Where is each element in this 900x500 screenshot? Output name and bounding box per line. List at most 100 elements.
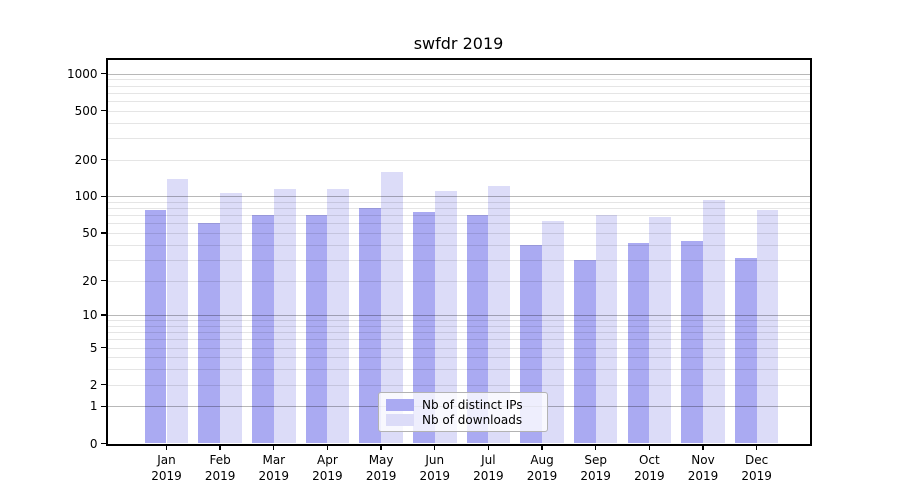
x-tick-label-may: May 2019	[365, 453, 397, 483]
x-tick-mark-oct	[648, 445, 651, 450]
y-tick-label-1: 1	[89, 399, 98, 414]
bar-distinct-ips-apr	[305, 214, 328, 444]
x-tick-label-sep: Sep 2019	[580, 453, 611, 483]
y-tick-label-10: 10	[82, 308, 98, 323]
gridline-200	[107, 159, 810, 161]
chart-title: swfdr 2019	[413, 34, 504, 53]
bar-distinct-ips-jan	[144, 209, 167, 444]
legend-swatch-distinct-ips	[386, 398, 414, 411]
x-tick-mark-mar	[273, 445, 275, 450]
gridline-2	[107, 384, 810, 386]
x-tick-label-apr: Apr 2019	[312, 453, 343, 483]
bar-distinct-ips-feb	[198, 222, 221, 444]
y-tick-mark-50	[100, 232, 106, 234]
chart-layers: 0 1 2 5 10 20 50 100 200 500 1000 Jan 2019 Feb 2019 Mar…	[67, 60, 810, 483]
gridline-90	[107, 201, 810, 203]
bar-downloads-jan	[166, 179, 189, 444]
bar-distinct-ips-oct	[627, 243, 650, 444]
y-tick-mark-2	[100, 383, 106, 386]
x-tick-mark-sep	[595, 445, 597, 450]
y-tick-label-20: 20	[82, 273, 98, 288]
gridline-70	[107, 215, 810, 217]
x-tick-label-feb: Feb 2019	[204, 453, 236, 483]
gridline-20	[107, 280, 810, 282]
bar-downloads-oct	[649, 216, 672, 444]
x-tick-label-oct: Oct 2019	[634, 453, 665, 483]
bar-downloads-jun	[434, 191, 457, 444]
bar-distinct-ips-mar	[252, 215, 274, 444]
y-tick-label-500: 500	[74, 103, 98, 118]
x-tick-mark-dec	[755, 445, 758, 450]
gridline-700	[107, 92, 810, 94]
x-tick-mark-nov	[702, 445, 704, 450]
gridline-60	[107, 223, 810, 225]
y-tick-mark-5	[100, 346, 106, 349]
legend-label-downloads: Nb of downloads	[422, 412, 523, 427]
y-tick-label-100: 100	[74, 189, 98, 204]
gridline-500	[107, 110, 810, 112]
x-tick-mark-feb	[219, 445, 221, 450]
x-tick-mark-jun	[434, 445, 436, 450]
gridline-8	[107, 325, 810, 327]
legend-label-distinct-ips: Nb of distinct IPs	[422, 397, 523, 412]
y-tick-mark-0	[100, 442, 106, 445]
x-tick-label-nov: Nov 2019	[687, 453, 719, 483]
y-tick-label-50: 50	[82, 225, 98, 240]
y-tick-label-2: 2	[89, 377, 98, 392]
bar-downloads-nov	[703, 199, 725, 444]
x-tick-label-jan: Jan 2019	[151, 453, 182, 483]
gridline-5	[107, 347, 810, 349]
plot-area: 0 1 2 5 10 20 50 100 200 500 1000 Jan 2019 Feb 2019 Mar…	[67, 58, 812, 483]
legend: Nb of distinct IPs Nb of downloads	[378, 392, 548, 432]
x-tick-label-jul: Jul 2019	[473, 453, 504, 483]
gridline-800	[107, 85, 810, 87]
y-tick-mark-100	[100, 195, 106, 198]
x-tick-mark-apr	[326, 445, 329, 450]
bar-distinct-ips-sep	[573, 259, 596, 444]
legend-item-downloads: Nb of downloads	[386, 412, 539, 427]
bar-downloads-apr	[327, 188, 350, 444]
x-tick-label-aug: Aug 2019	[526, 453, 558, 483]
gridline-9	[107, 320, 810, 322]
gridline-400	[107, 122, 810, 124]
x-tick-mark-jan	[165, 445, 168, 450]
gridline-10	[107, 315, 810, 317]
bar-downloads-mar	[273, 189, 296, 444]
gridline-40	[107, 244, 810, 246]
gridline-4	[107, 357, 810, 359]
gridline-300	[107, 137, 810, 139]
gridline-6	[107, 339, 810, 341]
gridline-80	[107, 208, 810, 210]
legend-item-distinct-ips: Nb of distinct IPs	[386, 397, 539, 412]
gridline-600	[107, 100, 810, 102]
y-tick-mark-10	[100, 314, 106, 316]
y-tick-mark-500	[100, 109, 106, 112]
x-tick-label-mar: Mar 2019	[258, 453, 290, 483]
legend-swatch-downloads	[386, 413, 414, 426]
y-tick-label-0: 0	[89, 436, 98, 451]
gridline-100	[107, 196, 810, 198]
gridline-50	[107, 232, 810, 234]
gridline-30	[107, 259, 810, 261]
y-tick-label-1000: 1000	[66, 66, 98, 81]
bar-distinct-ips-dec	[734, 257, 757, 444]
bar-downloads-dec	[756, 209, 779, 444]
bar-downloads-feb	[220, 193, 242, 444]
bar-downloads-sep	[595, 215, 618, 444]
x-tick-label-jun: Jun 2019	[419, 453, 451, 483]
x-tick-label-dec: Dec 2019	[741, 453, 772, 483]
bar-distinct-ips-may	[359, 208, 382, 444]
x-tick-mark-may	[380, 445, 382, 450]
x-tick-mark-aug	[541, 445, 543, 450]
gridline-7	[107, 332, 810, 334]
y-tick-mark-1000	[100, 72, 106, 75]
y-tick-mark-1	[100, 405, 106, 408]
bar-distinct-ips-nov	[681, 240, 703, 444]
y-tick-label-200: 200	[74, 152, 98, 167]
y-tick-label-5: 5	[89, 340, 98, 355]
y-tick-mark-200	[100, 158, 106, 161]
bar-distinct-ips-jun	[412, 212, 435, 444]
x-tick-mark-jul	[487, 445, 490, 450]
gridline-900	[107, 79, 810, 81]
